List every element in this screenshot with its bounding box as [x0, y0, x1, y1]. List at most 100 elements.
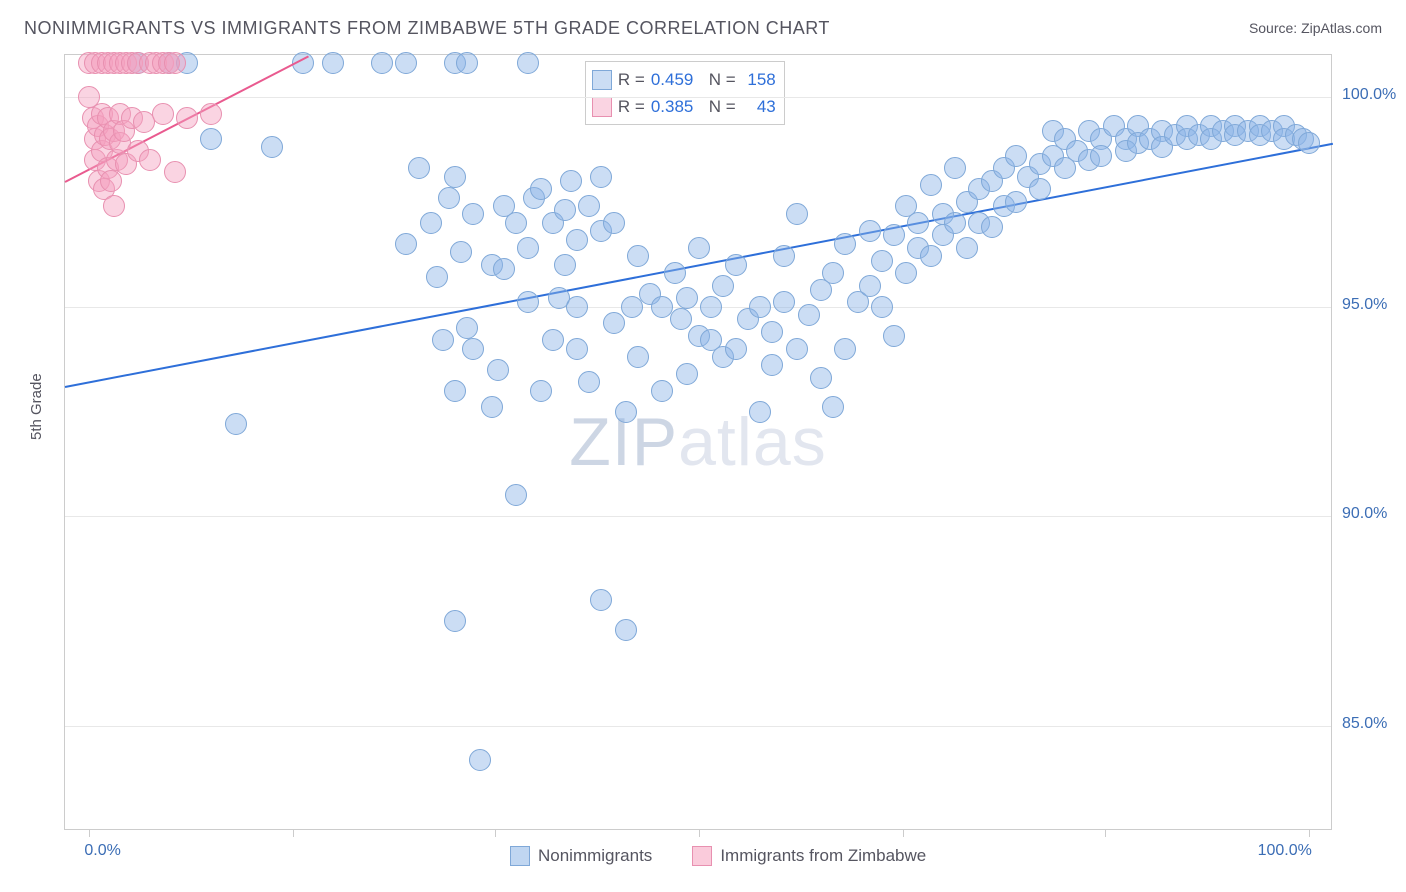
data-point	[859, 275, 881, 297]
data-point	[152, 103, 174, 125]
data-point	[462, 203, 484, 225]
stats-row: R = 0.459 N = 158	[592, 66, 776, 93]
data-point	[1005, 191, 1027, 213]
data-point	[786, 203, 808, 225]
data-point	[566, 296, 588, 318]
data-point	[676, 363, 698, 385]
data-point	[225, 413, 247, 435]
data-point	[834, 338, 856, 360]
data-point	[493, 258, 515, 280]
data-point	[907, 212, 929, 234]
x-tick	[1309, 829, 1310, 837]
x-tick	[495, 829, 496, 837]
data-point	[615, 619, 637, 641]
y-tick-label: 100.0%	[1342, 86, 1396, 104]
source-label: Source: ZipAtlas.com	[1249, 20, 1382, 36]
data-point	[530, 380, 552, 402]
data-point	[590, 166, 612, 188]
data-point	[773, 291, 795, 313]
data-point	[1298, 132, 1320, 154]
data-point	[164, 52, 186, 74]
data-point	[725, 254, 747, 276]
data-point	[810, 367, 832, 389]
data-point	[456, 52, 478, 74]
data-point	[371, 52, 393, 74]
data-point	[883, 224, 905, 246]
data-point	[444, 166, 466, 188]
data-point	[578, 371, 600, 393]
x-tick-label: 0.0%	[84, 842, 120, 860]
legend-label: Nonimmigrants	[538, 846, 652, 866]
data-point	[773, 245, 795, 267]
data-point	[749, 296, 771, 318]
data-point	[103, 195, 125, 217]
data-point	[1090, 145, 1112, 167]
data-point	[164, 161, 186, 183]
gridline-h	[65, 726, 1331, 727]
data-point	[798, 304, 820, 326]
data-point	[487, 359, 509, 381]
data-point	[603, 312, 625, 334]
watermark: ZIPatlas	[569, 403, 826, 481]
data-point	[664, 262, 686, 284]
stats-n-label: N =	[699, 66, 735, 93]
data-point	[176, 107, 198, 129]
data-point	[517, 237, 539, 259]
data-point	[822, 262, 844, 284]
y-tick-label: 90.0%	[1342, 505, 1387, 523]
gridline-h	[65, 97, 1331, 98]
data-point	[505, 484, 527, 506]
data-point	[712, 275, 734, 297]
data-point	[651, 380, 673, 402]
data-point	[426, 266, 448, 288]
data-point	[469, 749, 491, 771]
data-point	[761, 354, 783, 376]
data-point	[603, 212, 625, 234]
y-tick-label: 85.0%	[1342, 715, 1387, 733]
data-point	[505, 212, 527, 234]
data-point	[566, 338, 588, 360]
data-point	[895, 262, 917, 284]
data-point	[139, 149, 161, 171]
data-point	[1005, 145, 1027, 167]
data-point	[883, 325, 905, 347]
data-point	[676, 287, 698, 309]
data-point	[761, 321, 783, 343]
data-point	[725, 338, 747, 360]
data-point	[944, 157, 966, 179]
legend-label: Immigrants from Zimbabwe	[720, 846, 926, 866]
legend-swatch	[510, 846, 530, 866]
stats-r-label: R =	[618, 66, 645, 93]
y-tick-label: 95.0%	[1342, 296, 1387, 314]
legend-item: Immigrants from Zimbabwe	[692, 846, 926, 866]
y-axis-label: 5th Grade	[28, 373, 45, 440]
data-point	[627, 346, 649, 368]
data-point	[530, 178, 552, 200]
data-point	[578, 195, 600, 217]
data-point	[590, 589, 612, 611]
data-point	[408, 157, 430, 179]
x-tick	[293, 829, 294, 837]
stats-box: R = 0.459 N = 158R = 0.385 N = 43	[585, 61, 785, 125]
legend-item: Nonimmigrants	[510, 846, 652, 866]
stats-n-value: 158	[742, 66, 776, 93]
data-point	[688, 237, 710, 259]
series-swatch	[592, 97, 612, 117]
data-point	[871, 250, 893, 272]
data-point	[517, 52, 539, 74]
data-point	[670, 308, 692, 330]
legend-swatch	[692, 846, 712, 866]
data-point	[749, 401, 771, 423]
data-point	[822, 396, 844, 418]
data-point	[859, 220, 881, 242]
data-point	[444, 610, 466, 632]
data-point	[871, 296, 893, 318]
series-swatch	[592, 70, 612, 90]
x-tick	[1105, 829, 1106, 837]
data-point	[920, 174, 942, 196]
data-point	[956, 237, 978, 259]
data-point	[517, 291, 539, 313]
data-point	[462, 338, 484, 360]
data-point	[566, 229, 588, 251]
x-tick	[89, 829, 90, 837]
